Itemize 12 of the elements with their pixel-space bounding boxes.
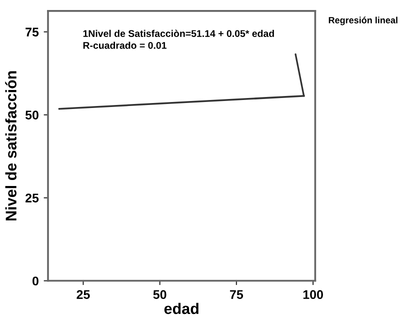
y-tick-label: 25 (26, 194, 39, 202)
x-tick-label: 25 (76, 290, 90, 299)
x-axis-title: edad (164, 302, 198, 314)
y-tick-label: 50 (25, 110, 38, 120)
x-tick-label: 100 (303, 290, 323, 299)
y-tick-label: 75 (26, 28, 39, 37)
x-tick-label: 50 (153, 290, 166, 299)
x-tick-label: 75 (230, 290, 244, 299)
y-axis-title: Nivel de satisfacción (5, 71, 16, 220)
annotation: 1Nivel de Satisfacciòn=51.14 + 0.05* edad R-cuadrado = 0.01 (83, 30, 274, 49)
y-tick-label: 0 (32, 276, 38, 286)
legend-title: Regresión lineal (328, 16, 398, 26)
